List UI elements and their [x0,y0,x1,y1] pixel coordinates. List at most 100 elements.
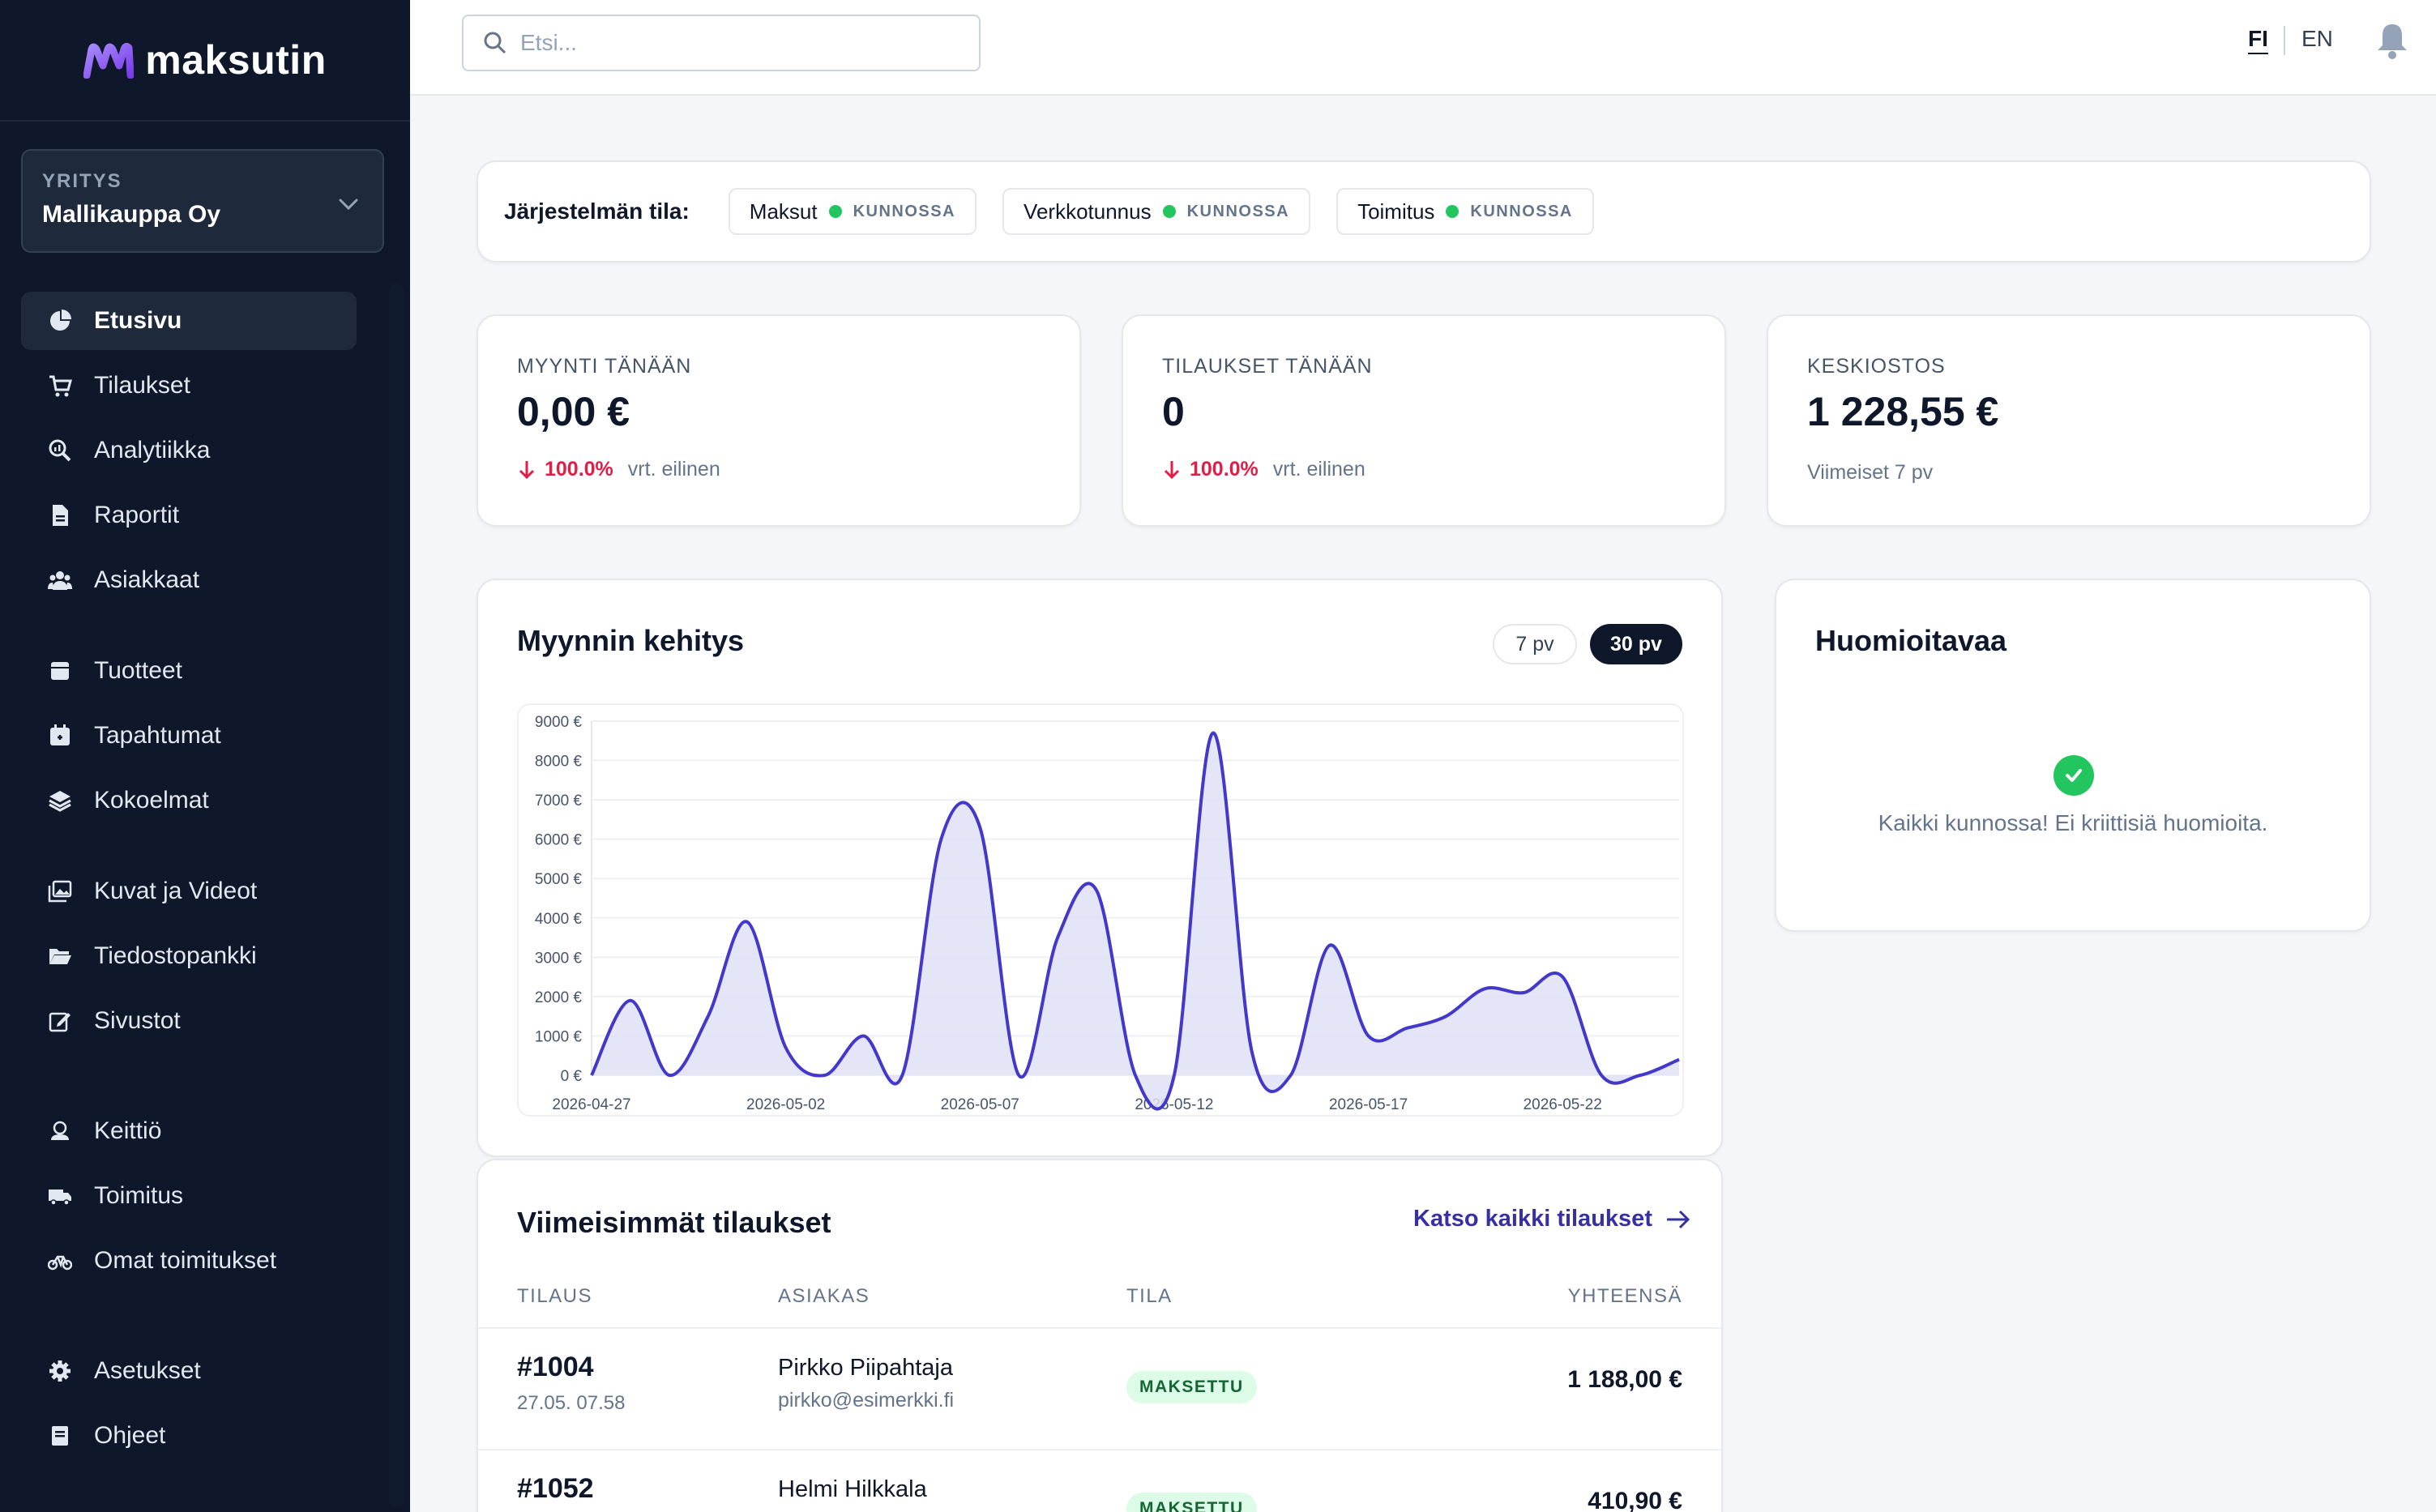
sidebar-item-label: Sivustot [94,1007,181,1034]
service-status: KUNNOSSA [1186,202,1290,220]
customer-name: Helmi Hilkkala [778,1476,927,1502]
table-divider [478,1449,1721,1450]
sidebar-item-raportit[interactable]: Raportit [21,486,357,545]
order-total: 410,90 € [1588,1488,1682,1512]
sidebar-item-label: Tapahtumat [94,722,221,749]
sidebar-item-tuotteet[interactable]: Tuotteet [21,642,357,700]
search-input[interactable] [520,30,942,56]
sidebar-item-label: Tiedostopankki [94,942,257,969]
kpi-sub: Viimeiset 7 pv [1807,461,1934,484]
system-status-label: Järjestelmän tila: [504,199,690,224]
kpi-sales-today: MYYNTI TÄNÄÄN 0,00 € 100.0% vrt. eilinen [477,314,1081,527]
attention-message: Kaikki kunnossa! Ei kriittisiä huomioita… [1878,810,2268,835]
column-header-order: TILAUS [517,1285,593,1307]
view-all-orders-link[interactable]: Katso kaikki tilaukset [1413,1206,1691,1232]
range-7-days-button[interactable]: 7 pv [1493,624,1577,664]
chart-area: 0 € 1000 € 2000 € 3000 € 4000 € 5000 € 6000 € 7… [517,703,1684,1117]
sidebar-item-label: Tuotteet [94,657,182,684]
y-tick-label: 8000 € [535,754,583,771]
kpi-value: 0,00 € [517,389,630,434]
magnifier-chart-icon [47,438,73,463]
sales-area-fill [592,733,1679,1109]
company-name: Mallikauppa Oy [42,201,221,228]
users-icon [47,567,73,593]
y-tick-label: 0 € [561,1068,583,1085]
range-30-days-button[interactable]: 30 pv [1590,624,1682,664]
x-tick-label: 2026-05-02 [746,1096,825,1113]
sidebar-item-label: Kuvat ja Videot [94,878,258,904]
status-dot-icon [1446,205,1459,218]
sidebar-item-label: Etusivu [94,307,182,334]
sidebar-item-tilaukset[interactable]: Tilaukset [21,357,357,415]
sidebar-item-tiedostopankki[interactable]: Tiedostopankki [21,927,357,985]
topbar: FI EN [410,0,2436,96]
status-badge: MAKSETTU [1126,1493,1257,1512]
images-icon [47,878,73,904]
orders-title: Viimeisimmät tilaukset [517,1206,831,1239]
sidebar-item-asetukset[interactable]: Asetukset [21,1342,357,1400]
sidebar-item-kuvat-ja-videot[interactable]: Kuvat ja Videot [21,862,357,920]
x-tick-label: 2026-05-22 [1524,1096,1602,1113]
box-icon [47,658,73,684]
x-tick-label: 2026-04-27 [552,1096,630,1113]
bell-icon[interactable] [2374,21,2410,60]
sidebar-item-analytiikka[interactable]: Analytiikka [21,421,357,480]
sales-line [590,731,1680,1111]
y-tick-label: 5000 € [535,871,583,888]
customer-name: Pirkko Piipahtaja [778,1355,953,1381]
edit-icon [47,1008,73,1034]
customer-email: pirkko@esimerkki.fi [778,1389,955,1412]
table-divider [478,1327,1721,1329]
calendar-icon [47,723,73,749]
column-header-status: TILA [1126,1285,1173,1307]
sidebar-item-omat-toimitukset[interactable]: Omat toimitukset [21,1232,357,1290]
sidebar-item-ohjeet[interactable]: Ohjeet [21,1407,357,1465]
sidebar-item-toimitus[interactable]: Toimitus [21,1167,357,1225]
kpi-label: TILAUKSET TÄNÄÄN [1162,355,1373,378]
sidebar-item-keittio[interactable]: Keittiö [21,1102,357,1160]
sidebar-item-label: Analytiikka [94,437,211,463]
company-selector[interactable]: YRITYS Mallikauppa Oy [21,149,384,253]
sidebar-item-label: Raportit [94,502,180,528]
status-badge: MAKSETTU [1126,1371,1257,1403]
sidebar-item-sivustot[interactable]: Sivustot [21,992,357,1050]
sidebar-item-asiakkaat[interactable]: Asiakkaat [21,551,357,609]
kpi-orders-today: TILAUKSET TÄNÄÄN 0 100.0% vrt. eilinen [1122,314,1726,527]
table-row[interactable]: #1052 Helmi Hilkkala MAKSETTU 410,90 € [478,1450,1721,1512]
kpi-delta-compare: vrt. eilinen [627,458,720,481]
brand[interactable]: maksutin [0,0,410,122]
kpi-delta-compare: vrt. eilinen [1272,458,1365,481]
y-tick-label: 2000 € [535,989,583,1006]
file-report-icon [47,502,73,528]
maksutin-logo-icon [83,42,135,79]
order-total: 1 188,00 € [1567,1366,1682,1393]
language-en[interactable]: EN [2301,26,2333,51]
y-tick-label: 9000 € [535,714,583,731]
service-name: Maksut [749,199,818,224]
sidebar-item-kokoelmat[interactable]: Kokoelmat [21,771,357,830]
company-label: YRITYS [42,170,122,192]
chevron-down-icon [339,199,358,211]
kpi-label: KESKIOSTOS [1807,355,1946,378]
table-row[interactable]: #1004 27.05. 07.58 Pirkko Piipahtaja pir… [478,1329,1721,1449]
book-icon [47,1423,73,1449]
order-id: #1052 [517,1473,594,1504]
order-id: #1004 [517,1352,594,1382]
kpi-value: 0 [1162,389,1185,434]
sidebar-item-etusivu[interactable]: Etusivu [21,292,357,350]
service-status: KUNNOSSA [1470,202,1573,220]
y-tick-label: 4000 € [535,911,583,928]
recent-orders-card: Viimeisimmät tilaukset Katso kaikki tila… [477,1159,1723,1512]
sidebar-scrollbar[interactable] [389,284,404,1507]
status-dot-icon [828,205,842,218]
kpi-label: MYYNTI TÄNÄÄN [517,355,692,378]
sidebar-item-tapahtumat[interactable]: Tapahtumat [21,707,357,765]
service-name: Toimitus [1357,199,1435,224]
attention-title: Huomioitavaa [1815,624,2007,657]
language-fi[interactable]: FI [2248,26,2268,51]
check-circle-icon [2054,755,2094,796]
sidebar: maksutin YRITYS Mallikauppa Oy Etusivu T… [0,0,410,1512]
sales-chart-card: Myynnin kehitys 7 pv 30 pv 0 € 1000 € 2000… [477,579,1723,1157]
sidebar-item-label: Asetukset [94,1357,201,1384]
search-box[interactable] [462,15,981,71]
